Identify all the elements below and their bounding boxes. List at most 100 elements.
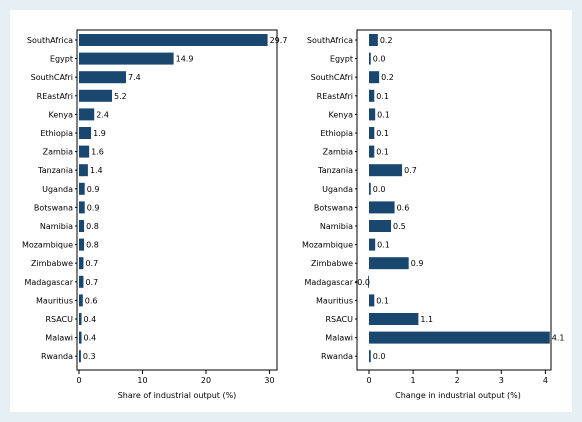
right-category-label: SouthCAfri [311, 73, 353, 82]
right-value-label: 0.1 [377, 241, 390, 250]
left-bar [79, 294, 83, 307]
right-category-label: Rwanda [321, 352, 353, 361]
left-category-label: Malawi [45, 334, 73, 343]
left-bar [79, 127, 92, 139]
right-bar [369, 238, 376, 251]
right-x-tick-label: 4 [543, 376, 548, 385]
right-plot-frame [356, 29, 552, 371]
left-bar [79, 164, 88, 177]
left-bar [79, 52, 174, 65]
right-value-label: 0.1 [376, 129, 389, 138]
right-bar [369, 220, 392, 232]
right-bar [369, 331, 550, 344]
right-value-label: 0.1 [376, 92, 389, 101]
left-category-label: REastAfri [37, 92, 73, 101]
left-bar [79, 220, 85, 232]
right-bar [369, 127, 375, 139]
left-category-label: RSACU [45, 315, 73, 324]
left-value-label: 14.9 [176, 55, 194, 64]
left-bar [79, 257, 84, 270]
left-category-label: Mauritius [36, 296, 73, 305]
left-bar [79, 275, 84, 288]
right-category-label: Madagascar [304, 278, 353, 287]
left-category-label: Tanzania [37, 166, 73, 175]
left-x-tick-label: 10 [137, 376, 147, 385]
left-value-label: 0.7 [85, 278, 98, 287]
left-category-label: Mozambique [22, 241, 73, 250]
left-value-label: 0.8 [86, 222, 99, 231]
left-bar [79, 34, 268, 46]
left-value-label: 7.4 [128, 73, 141, 82]
right-category-label: Malawi [325, 334, 353, 343]
right-category-label: Mauritius [316, 296, 353, 305]
right-category-label: Namibia [320, 222, 353, 231]
left-bar [79, 313, 82, 325]
right-value-label: 0.7 [404, 166, 417, 175]
left-x-tick-label: 30 [264, 376, 274, 385]
right-value-label: 0.2 [381, 73, 394, 82]
right-bar [369, 257, 409, 270]
left-category-label: Kenya [49, 110, 74, 119]
right-bar [369, 313, 419, 325]
left-category-label: Botswana [34, 203, 73, 212]
right-category-label: Egypt [330, 55, 353, 64]
left-category-label: Egypt [50, 55, 73, 64]
left-bar [79, 238, 85, 251]
right-category-label: Ethiopia [320, 129, 353, 138]
left-category-label: Zimbabwe [31, 259, 73, 268]
right-bar [369, 294, 375, 307]
left-bar [79, 145, 90, 158]
right-category-label: Kenya [329, 110, 354, 119]
left-value-label: 0.7 [85, 259, 98, 268]
left-value-label: 5.2 [114, 92, 127, 101]
right-bar [369, 89, 375, 102]
right-value-label: 0.0 [373, 185, 386, 194]
right-value-label: 1.1 [420, 315, 433, 324]
left-x-tick-label: 0 [76, 376, 81, 385]
left-bar [79, 89, 113, 102]
left-value-label: 2.4 [96, 110, 109, 119]
right-bar [369, 182, 371, 195]
right-bar [369, 164, 403, 177]
right-panel: Change in industrial output (%) SouthAfr… [302, 29, 565, 400]
right-category-label: REastAfri [317, 92, 353, 101]
left-bar [79, 350, 81, 363]
right-value-label: 0.0 [373, 352, 386, 361]
right-category-label: SouthAfrica [307, 36, 353, 45]
right-category-label: Tanzania [317, 166, 353, 175]
left-category-label: Uganda [42, 185, 73, 194]
left-bar [79, 71, 126, 84]
right-value-label: 0.0 [373, 55, 386, 64]
right-x-tick-label: 2 [455, 376, 460, 385]
right-value-label: 0.6 [397, 203, 410, 212]
right-bar [369, 201, 395, 214]
right-category-label: Zimbabwe [311, 259, 353, 268]
right-bar [369, 145, 375, 158]
left-value-label: 0.6 [85, 296, 98, 305]
left-value-label: 0.9 [87, 185, 100, 194]
right-bar [369, 350, 371, 363]
right-value-label: 0.9 [411, 259, 424, 268]
right-bar [368, 275, 369, 288]
left-value-label: 0.8 [86, 241, 99, 250]
left-x-tick-label: 20 [201, 376, 211, 385]
left-value-label: 1.4 [90, 166, 103, 175]
left-plot-frame [76, 29, 278, 371]
left-category-label: SouthAfrica [27, 36, 73, 45]
right-xlabel: Change in industrial output (%) [395, 391, 521, 400]
right-x-tick-label: 3 [499, 376, 504, 385]
left-value-label: 0.3 [83, 352, 96, 361]
left-bar [79, 331, 82, 344]
left-value-label: 0.4 [84, 315, 97, 324]
left-category-label: SouthCAfri [31, 73, 73, 82]
left-bar [79, 182, 85, 195]
right-bar [369, 71, 380, 84]
left-bar [79, 108, 95, 121]
right-value-label: 4.1 [552, 334, 565, 343]
left-category-label: Rwanda [41, 352, 73, 361]
right-category-label: Mozambique [302, 241, 353, 250]
left-category-label: Madagascar [24, 278, 73, 287]
right-value-label: 0.5 [393, 222, 406, 231]
left-value-label: 0.4 [84, 334, 97, 343]
